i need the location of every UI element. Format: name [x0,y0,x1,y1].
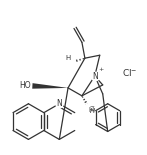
Text: N: N [92,71,98,80]
Text: $\bar{H}$: $\bar{H}$ [89,106,96,116]
Text: HO: HO [19,81,30,90]
Text: N: N [56,99,62,108]
Text: Cl$^{-}$: Cl$^{-}$ [122,66,137,78]
Text: +: + [99,67,104,72]
Text: H̄: H̄ [89,107,94,113]
Polygon shape [32,83,68,89]
Text: H: H [66,55,71,61]
